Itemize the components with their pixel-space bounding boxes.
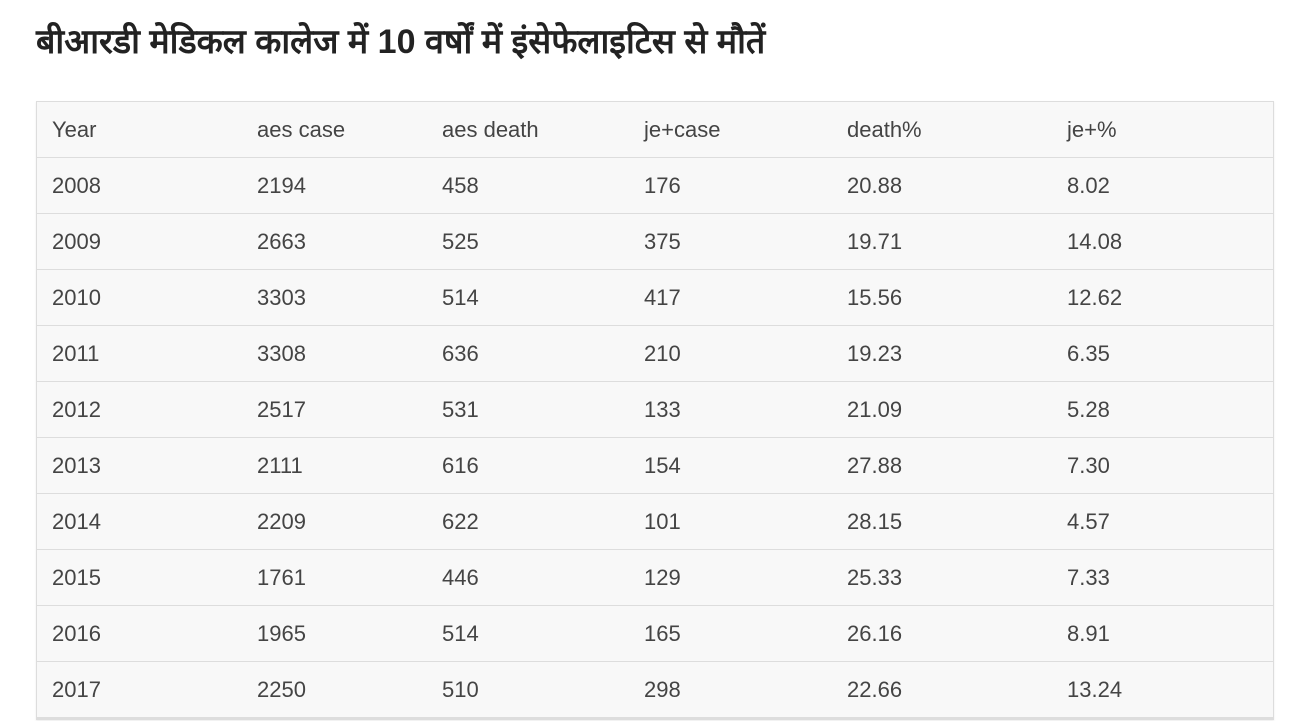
table-cell: 129	[629, 549, 832, 606]
table-cell: 2011	[37, 325, 242, 382]
table-row: 2013 2111 616 154 27.88 7.30	[37, 437, 1273, 494]
table-cell: 27.88	[832, 437, 1052, 494]
table-cell: 8.91	[1052, 605, 1273, 662]
table-cell: 7.30	[1052, 437, 1273, 494]
table-cell: 2209	[242, 493, 427, 550]
table-row: 2015 1761 446 129 25.33 7.33	[37, 549, 1273, 606]
table-cell: 210	[629, 325, 832, 382]
header-row: Year aes case aes death je+case death% je+%	[37, 102, 1273, 158]
table-cell: 446	[427, 549, 629, 606]
table-cell: 22.66	[832, 661, 1052, 717]
table-cell: 2250	[242, 661, 427, 717]
table-row: 2016 1965 514 165 26.16 8.91	[37, 605, 1273, 662]
table-row: 2011 3308 636 210 19.23 6.35	[37, 325, 1273, 382]
table-row: 2014 2209 622 101 28.15 4.57	[37, 493, 1273, 550]
column-header: death%	[847, 116, 922, 142]
table-cell: 514	[427, 605, 629, 662]
table-cell: 5.28	[1052, 381, 1273, 438]
table-cell: 622	[427, 493, 629, 550]
table-container: Year aes case aes death je+case death% je+% 2…	[36, 101, 1274, 720]
table-cell: 298	[629, 661, 832, 717]
table-cell: 15.56	[832, 269, 1052, 326]
column-header: je+%	[1067, 116, 1117, 142]
table-cell: 525	[427, 213, 629, 270]
table-cell: 458	[427, 157, 629, 214]
table-cell: 12.62	[1052, 269, 1273, 326]
table-cell: 13.24	[1052, 661, 1273, 717]
table-cell: 101	[629, 493, 832, 550]
table-cell: 6.35	[1052, 325, 1273, 382]
table-row: 2008 2194 458 176 20.88 8.02	[37, 157, 1273, 214]
table-cell: 19.23	[832, 325, 1052, 382]
table-cell: 154	[629, 437, 832, 494]
table-cell: 25.33	[832, 549, 1052, 606]
table-body: 2008 2194 458 176 20.88 8.02 2009 2663 525 375 19.…	[37, 157, 1273, 717]
table-row: 2010 3303 514 417 15.56 12.62	[37, 269, 1273, 326]
table-cell: 2016	[37, 605, 242, 662]
table-cell: 375	[629, 213, 832, 270]
table-cell: 4.57	[1052, 493, 1273, 550]
table-cell: 2014	[37, 493, 242, 550]
table-cell: 3308	[242, 325, 427, 382]
data-table: Year aes case aes death je+case death% je+% 2…	[37, 102, 1273, 717]
column-header: Year	[52, 116, 97, 142]
table-cell: 2017	[37, 661, 242, 717]
column-header: je+case	[644, 116, 721, 142]
table-cell: 26.16	[832, 605, 1052, 662]
table-cell: 3303	[242, 269, 427, 326]
table-cell: 28.15	[832, 493, 1052, 550]
table-cell: 1965	[242, 605, 427, 662]
table-cell: 21.09	[832, 381, 1052, 438]
table-cell: 2517	[242, 381, 427, 438]
table-cell: 2015	[37, 549, 242, 606]
table-cell: 20.88	[832, 157, 1052, 214]
table-cell: 417	[629, 269, 832, 326]
table-cell: 165	[629, 605, 832, 662]
column-header: aes case	[257, 116, 346, 142]
table-cell: 2008	[37, 157, 242, 214]
table-row: 2017 2250 510 298 22.66 13.24	[37, 661, 1273, 717]
table-row: 2009 2663 525 375 19.71 14.08	[37, 213, 1273, 270]
table-cell: 176	[629, 157, 832, 214]
table-cell: 510	[427, 661, 629, 717]
table-cell: 1761	[242, 549, 427, 606]
table-cell: 636	[427, 325, 629, 382]
table-cell: 19.71	[832, 213, 1052, 270]
table-cell: 133	[629, 381, 832, 438]
table-cell: 2111	[242, 437, 427, 494]
table-cell: 8.02	[1052, 157, 1273, 214]
table-cell: 616	[427, 437, 629, 494]
table-cell: 7.33	[1052, 549, 1273, 606]
table-cell: 2013	[37, 437, 242, 494]
table-cell: 14.08	[1052, 213, 1273, 270]
table-row: 2012 2517 531 133 21.09 5.28	[37, 381, 1273, 438]
table-cell: 514	[427, 269, 629, 326]
column-header: aes death	[442, 116, 539, 142]
table-cell: 2663	[242, 213, 427, 270]
table-cell: 2194	[242, 157, 427, 214]
table-cell: 2010	[37, 269, 242, 326]
title: बीआरडी मेडिकल कालेज में 10 वर्षों में इं…	[36, 23, 766, 61]
table-cell: 2009	[37, 213, 242, 270]
table-cell: 531	[427, 381, 629, 438]
table-cell: 2012	[37, 381, 242, 438]
